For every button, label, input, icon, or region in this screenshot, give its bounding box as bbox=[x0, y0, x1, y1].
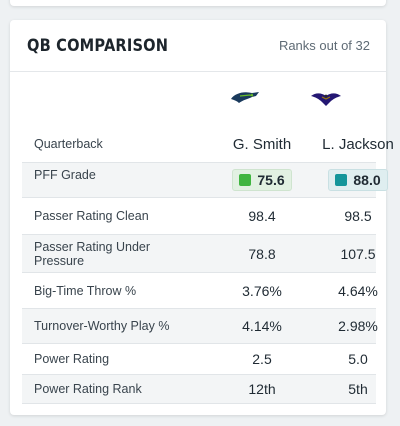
table-row: Turnover-Worthy Play % 4.14% 2.98% bbox=[22, 308, 378, 344]
row-label: Passer Rating Clean bbox=[34, 209, 149, 223]
qb1-value: 2.5 bbox=[252, 351, 272, 367]
table-row: Power Rating Rank 12th 5th bbox=[22, 374, 376, 404]
qb1-value: 4.14% bbox=[242, 318, 282, 334]
grade-color-icon bbox=[239, 174, 252, 186]
qb-comparison-card: QB COMPARISON Ranks out of 32 Quarterbac… bbox=[10, 20, 394, 415]
grade-badge: 88.0 bbox=[328, 169, 388, 191]
table-row: Passer Rating Under Pressure 78.8 107.5 bbox=[22, 234, 376, 273]
grade-badge: 75.6 bbox=[232, 169, 292, 191]
qb2-pff-grade: 88.0 bbox=[308, 169, 400, 191]
qb2-value: 98.5 bbox=[344, 208, 372, 224]
grade-color-icon bbox=[335, 174, 348, 186]
seahawks-logo-icon bbox=[230, 90, 260, 110]
qb1-pff-grade: 75.6 bbox=[212, 169, 312, 191]
qb1-value: 78.8 bbox=[248, 245, 276, 262]
team-logos bbox=[10, 72, 386, 126]
qb1-value: 98.4 bbox=[248, 208, 276, 224]
qb2-name: L. Jackson bbox=[322, 135, 394, 153]
row-label: Big-Time Throw % bbox=[34, 283, 137, 298]
row-label: Turnover-Worthy Play % bbox=[34, 319, 170, 333]
ravens-logo-icon bbox=[310, 90, 342, 110]
row-label: Power Rating Rank bbox=[34, 382, 142, 396]
table-row: Power Rating 2.5 5.0 bbox=[22, 344, 376, 374]
qb1-name: G. Smith bbox=[232, 135, 292, 153]
row-label: PFF Grade bbox=[34, 168, 96, 182]
grade-value: 75.6 bbox=[257, 172, 285, 188]
previous-card bbox=[10, 0, 386, 6]
row-label: Power Rating bbox=[34, 352, 110, 366]
table-row: Passer Rating Clean 98.4 98.5 bbox=[22, 198, 376, 234]
qb2-value: 4.64% bbox=[338, 282, 378, 299]
rank-value: 5th bbox=[348, 381, 368, 397]
qb2-value: 2.98% bbox=[338, 318, 378, 334]
qb1-value: 3.76% bbox=[242, 282, 282, 299]
table-row: Quarterback G. Smith L. Jackson bbox=[22, 126, 394, 162]
rank-value: 12th bbox=[248, 381, 276, 397]
card-subtitle: Ranks out of 32 bbox=[278, 38, 370, 53]
qb2-rank: 5th bbox=[308, 381, 400, 397]
qb2-value: 5.0 bbox=[348, 351, 368, 367]
grade-value: 88.0 bbox=[353, 172, 381, 188]
card-header: QB COMPARISON Ranks out of 32 bbox=[10, 20, 386, 72]
card-title: QB COMPARISON bbox=[27, 35, 169, 56]
table-row: PFF Grade 75.6 88.0 bbox=[22, 162, 388, 198]
row-label: Quarterback bbox=[34, 137, 103, 151]
table-row: Big-Time Throw % 3.76% 4.64% bbox=[22, 273, 378, 308]
row-label: Passer Rating Under Pressure bbox=[34, 239, 151, 268]
qb2-value: 107.5 bbox=[340, 245, 376, 262]
qb1-rank: 12th bbox=[212, 381, 312, 397]
